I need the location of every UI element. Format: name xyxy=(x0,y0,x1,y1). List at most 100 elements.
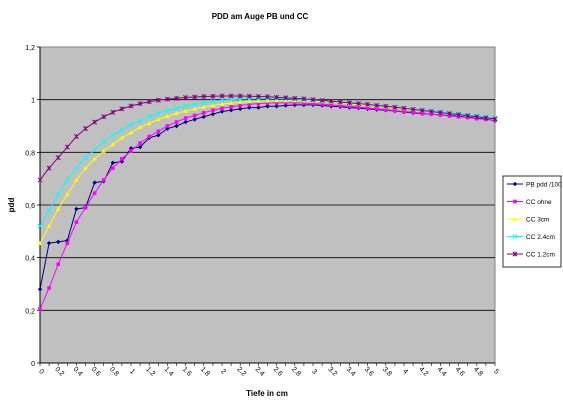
data-point xyxy=(401,105,407,111)
data-point xyxy=(201,93,207,100)
legend-label: CC 2.4cm xyxy=(526,234,555,241)
y-tick-label: 1,2 xyxy=(25,45,35,52)
data-point xyxy=(55,155,61,161)
data-point xyxy=(137,125,143,130)
data-point xyxy=(237,93,243,99)
x-tick-label: 3.8 xyxy=(381,366,393,378)
data-point xyxy=(164,108,170,114)
data-point xyxy=(283,95,289,101)
data-point xyxy=(119,135,125,140)
data-point xyxy=(74,206,79,212)
data-point xyxy=(119,106,125,112)
data-point xyxy=(411,110,415,115)
data-point xyxy=(74,220,79,224)
data-point xyxy=(429,112,434,116)
data-point xyxy=(319,97,325,103)
legend-item: PB pdd /100 xyxy=(507,182,562,189)
legend-item: CC 3cm xyxy=(507,217,549,224)
x-tick-label: 0.6 xyxy=(90,366,102,378)
data-point xyxy=(37,240,43,245)
y-axis-label: pdd xyxy=(7,198,16,213)
data-point xyxy=(201,100,207,106)
data-point xyxy=(56,262,60,267)
data-point xyxy=(110,109,116,115)
data-point xyxy=(147,121,152,126)
data-point xyxy=(120,157,124,161)
data-point xyxy=(165,114,170,119)
data-point xyxy=(365,101,371,107)
data-point xyxy=(128,146,134,151)
data-point xyxy=(92,147,98,153)
data-point xyxy=(346,100,352,106)
data-point xyxy=(283,101,288,105)
data-point xyxy=(192,94,198,100)
data-point xyxy=(110,160,115,166)
data-point xyxy=(256,98,261,103)
data-point xyxy=(265,101,270,105)
data-point xyxy=(338,103,343,108)
data-point xyxy=(111,166,115,170)
x-tick-label: 5 xyxy=(492,368,500,376)
data-point xyxy=(46,223,52,228)
data-point xyxy=(210,98,216,105)
data-point xyxy=(92,180,97,185)
data-point xyxy=(101,148,106,153)
data-point xyxy=(512,181,518,187)
data-point xyxy=(83,165,88,170)
data-point xyxy=(220,106,224,111)
data-point xyxy=(46,240,52,246)
data-point xyxy=(513,199,517,204)
data-point xyxy=(355,101,362,107)
data-point xyxy=(512,251,518,257)
data-point xyxy=(256,105,261,110)
x-tick-label: 1 xyxy=(128,368,136,376)
legend-item: CC 2.4cm xyxy=(507,233,555,241)
data-point xyxy=(201,114,206,119)
legend-item: CC ohne xyxy=(507,199,552,206)
data-point xyxy=(446,111,453,117)
data-point xyxy=(228,93,234,99)
data-point xyxy=(265,104,270,109)
x-tick-label: 2.6 xyxy=(272,366,284,378)
data-point xyxy=(410,106,416,112)
data-point xyxy=(347,104,352,109)
x-tick-label: 2.2 xyxy=(235,366,247,378)
data-point xyxy=(119,127,125,133)
x-tick-label: 4.2 xyxy=(417,366,429,378)
data-point xyxy=(155,97,161,103)
data-point xyxy=(256,101,261,106)
x-tick-label: 4.6 xyxy=(454,366,466,378)
data-point xyxy=(82,126,89,132)
data-point xyxy=(219,97,225,103)
data-point xyxy=(156,133,161,138)
data-point xyxy=(238,100,243,105)
data-point xyxy=(192,106,197,111)
data-point xyxy=(183,95,189,101)
y-tick-label: 1 xyxy=(31,98,35,105)
data-point xyxy=(311,101,315,106)
data-point xyxy=(374,102,380,108)
data-point xyxy=(192,101,198,107)
x-tick-label: 0 xyxy=(37,368,45,376)
data-point xyxy=(146,114,152,120)
x-tick-label: 4.4 xyxy=(436,366,448,378)
data-point xyxy=(393,108,397,113)
data-point xyxy=(101,139,107,145)
data-point xyxy=(137,118,143,124)
data-point xyxy=(137,101,143,107)
data-point xyxy=(165,124,170,128)
data-point xyxy=(384,107,388,112)
data-point xyxy=(174,111,179,116)
data-point xyxy=(37,223,43,229)
data-point xyxy=(229,104,233,109)
data-point xyxy=(228,97,234,103)
data-point xyxy=(56,206,61,211)
y-tick-label: 0,2 xyxy=(25,308,35,315)
data-point xyxy=(337,99,343,105)
data-point xyxy=(101,114,107,120)
data-point xyxy=(183,108,188,113)
data-point xyxy=(438,113,443,117)
series-group xyxy=(37,93,498,311)
data-point xyxy=(110,142,115,147)
data-point xyxy=(302,101,306,105)
